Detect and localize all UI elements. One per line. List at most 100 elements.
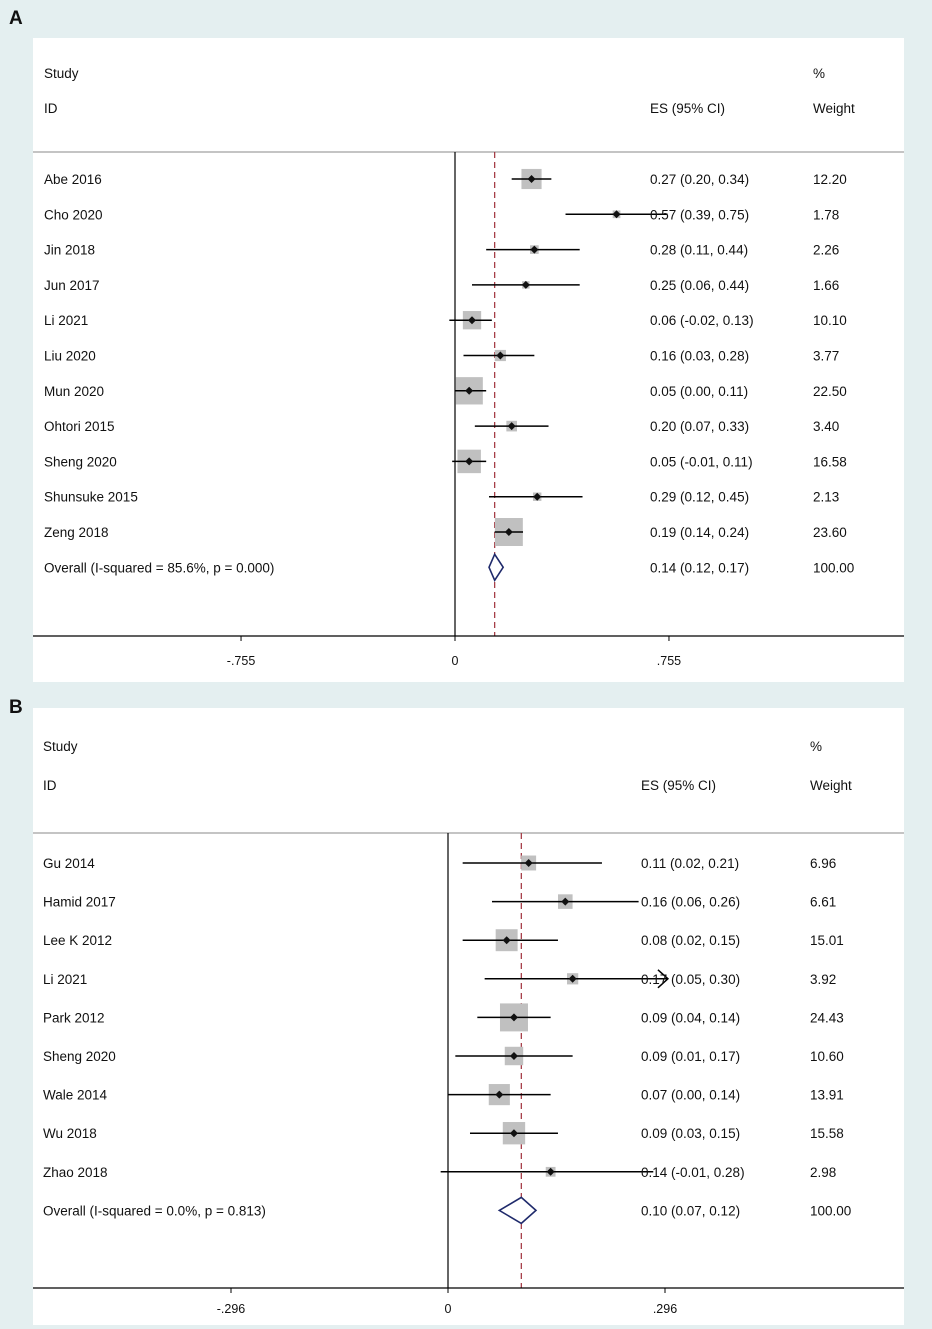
es-ci-value: 0.57 (0.39, 0.75) [650,207,749,222]
weight-value: 10.60 [810,1049,844,1064]
overall-es-ci: 0.14 (0.12, 0.17) [650,560,749,575]
weight-value: 2.26 [813,243,839,258]
es-ci-value: 0.09 (0.01, 0.17) [641,1049,740,1064]
study-label: Wale 2014 [43,1088,108,1103]
overall-label: Overall (I-squared = 85.6%, p = 0.000) [44,560,274,575]
overall-diamond [488,552,505,582]
header-es: ES (95% CI) [650,101,725,116]
study-label: Cho 2020 [44,207,103,222]
es-ci-value: 0.05 (-0.01, 0.11) [650,454,753,469]
weight-value: 3.77 [813,349,839,364]
panel-letter-a: A [9,8,23,29]
weight-value: 15.01 [810,933,844,948]
point-estimate [561,897,570,906]
point-estimate [507,422,516,431]
point-estimate [465,386,474,395]
header-percent: % [813,66,825,81]
forest-plot-b: Study ID ES (95% CI)% Weight -.296 0 .296 Gu 20… [33,708,904,1325]
header-percent: % [810,739,822,754]
overall-diamond [497,1196,538,1225]
x-tick-label: -.296 [217,1302,246,1316]
overall-weight: 100.00 [813,560,854,575]
point-estimate [612,210,621,219]
study-label: Zeng 2018 [44,525,109,540]
weight-value: 3.92 [810,972,836,987]
point-estimate [495,1090,504,1099]
x-tick-label: .296 [653,1302,677,1316]
point-estimate [524,859,533,867]
es-ci-value: 0.29 (0.12, 0.45) [650,490,749,505]
study-label: Abe 2016 [44,172,102,187]
point-estimate [509,1052,518,1060]
study-label: Ohtori 2015 [44,419,115,434]
header-id: ID [44,101,58,116]
es-ci-value: 0.07 (0.00, 0.14) [641,1088,740,1103]
x-tick-label: 0 [452,654,459,668]
es-ci-value: 0.28 (0.11, 0.44) [650,243,748,258]
point-estimate [509,1129,518,1138]
overall-label: Overall (I-squared = 0.0%, p = 0.813) [43,1203,266,1218]
study-label: Mun 2020 [44,384,104,399]
point-estimate [504,528,513,536]
point-estimate [568,974,577,983]
point-estimate [527,175,536,183]
weight-value: 3.40 [813,419,839,434]
es-ci-value: 0.16 (0.03, 0.28) [650,349,749,364]
study-label: Shunsuke 2015 [44,490,138,505]
point-estimate [502,936,511,945]
es-ci-value: 0.14 (-0.01, 0.28) [641,1165,745,1180]
weight-value: 6.96 [810,856,836,871]
point-estimate [465,457,474,466]
es-ci-value: 0.17 (0.05, 0.30) [641,972,740,987]
x-tick-label: 0 [445,1302,452,1316]
weight-value: 1.66 [813,278,839,293]
study-label: Zhao 2018 [43,1165,108,1180]
es-ci-value: 0.16 (0.06, 0.26) [641,895,740,910]
study-label: Gu 2014 [43,856,95,871]
weight-value: 15.58 [810,1126,844,1141]
weight-value: 10.10 [813,313,847,328]
ci-arrow-icon [657,969,670,989]
panel-letter-b: B [9,697,23,718]
header-study: Study [44,66,79,81]
weight-value: 23.60 [813,525,847,540]
es-ci-value: 0.09 (0.04, 0.14) [641,1010,740,1025]
study-label: Li 2021 [43,972,87,987]
point-estimate [509,1013,518,1022]
weight-value: 13.91 [810,1088,844,1103]
weight-value: 16.58 [813,454,847,469]
weight-value: 24.43 [810,1010,844,1025]
point-estimate [521,280,530,289]
point-estimate [468,316,477,325]
study-label: Sheng 2020 [44,454,117,469]
weight-value: 12.20 [813,172,847,187]
forest-plot-a: Study ID ES (95% CI)% Weight -.755 0 .755 Abe 2… [33,38,904,682]
es-ci-value: 0.19 (0.14, 0.24) [650,525,749,540]
study-label: Jun 2017 [44,278,100,293]
point-estimate [546,1167,555,1176]
forest-plot-a-svg: Study ID ES (95% CI)% Weight -.755 0 .755 Abe 2… [33,66,904,668]
header-id: ID [43,778,57,793]
header-study: Study [43,739,78,754]
header-es: ES (95% CI) [641,778,716,793]
es-ci-value: 0.25 (0.06, 0.44) [650,278,749,293]
point-estimate [530,245,539,254]
header-weight: Weight [810,778,852,793]
study-label: Sheng 2020 [43,1049,116,1064]
study-label: Liu 2020 [44,349,96,364]
es-ci-value: 0.09 (0.03, 0.15) [641,1126,740,1141]
overall-es-ci: 0.10 (0.07, 0.12) [641,1203,740,1218]
weight-value: 2.98 [810,1165,836,1180]
header-weight: Weight [813,101,855,116]
study-label: Hamid 2017 [43,895,116,910]
es-ci-value: 0.08 (0.02, 0.15) [641,933,740,948]
overall-weight: 100.00 [810,1203,851,1218]
study-label: Li 2021 [44,313,88,328]
forest-plot-b-svg: Study ID ES (95% CI)% Weight -.296 0 .296 Gu 20… [33,739,904,1316]
es-ci-value: 0.11 (0.02, 0.21) [641,856,739,871]
es-ci-value: 0.06 (-0.02, 0.13) [650,313,754,328]
es-ci-value: 0.27 (0.20, 0.34) [650,172,749,187]
point-estimate [533,492,542,501]
study-label: Jin 2018 [44,243,95,258]
point-estimate [496,351,505,360]
